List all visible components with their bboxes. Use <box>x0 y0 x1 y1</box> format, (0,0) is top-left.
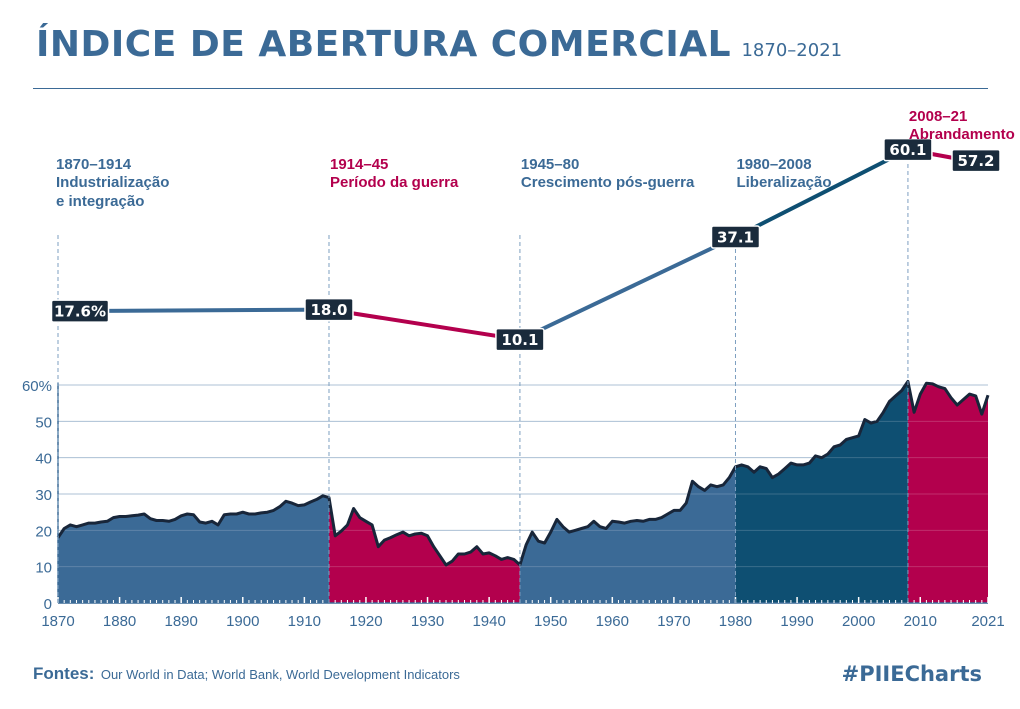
period-years: 1945–80 <box>521 156 579 173</box>
period-average-line <box>328 307 521 342</box>
x-tick-label: 1910 <box>288 613 321 630</box>
x-tick-label: 1920 <box>349 613 382 630</box>
x-tick-label: 1900 <box>226 613 259 630</box>
period-years: 1870–1914 <box>56 156 132 173</box>
area-1914–45 <box>328 497 520 603</box>
source-label: Fontes: <box>33 664 95 683</box>
y-tick-label: 20 <box>35 523 52 540</box>
value-badge-label: 60.1 <box>889 141 926 159</box>
y-tick-label: 10 <box>35 560 52 577</box>
value-badge-label: 10.1 <box>501 331 538 349</box>
period-label: Industrialização <box>56 174 169 191</box>
y-tick-label: 50 <box>35 414 52 431</box>
value-badge <box>50 299 110 323</box>
chart-title: ÍNDICE DE ABERTURA COMERCIAL <box>36 24 732 65</box>
data-line <box>56 379 990 567</box>
period-label: Período da guerra <box>330 174 459 191</box>
x-tick-label: 2021 <box>971 613 1004 630</box>
area-1945–80 <box>519 466 736 603</box>
title-row: ÍNDICE DE ABERTURA COMERCIAL 1870–2021 <box>36 24 842 65</box>
y-tick-label: 40 <box>35 451 52 468</box>
hashtag: #PIIECharts <box>841 662 982 686</box>
value-badge-label: 57.2 <box>957 152 994 170</box>
period-average-line <box>519 235 737 342</box>
period-label: Crescimento pós-guerra <box>521 174 695 191</box>
value-badge <box>951 148 1001 173</box>
value-badge-label: 37.1 <box>717 229 754 247</box>
x-tick-label: 1960 <box>596 613 629 630</box>
value-badge <box>883 137 933 162</box>
x-tick-label: 1870 <box>41 613 74 630</box>
value-badge <box>495 327 545 352</box>
y-tick-label: 30 <box>35 487 52 504</box>
x-tick-label: 1930 <box>411 613 444 630</box>
period-years: 1980–2008 <box>736 156 811 173</box>
value-badge-label: 18.0 <box>310 301 347 319</box>
x-tick-label: 1880 <box>103 613 136 630</box>
x-tick-label: 1940 <box>472 613 505 630</box>
value-badge <box>304 297 354 322</box>
x-tick-label: 1950 <box>534 613 567 630</box>
y-tick-label: 60% <box>22 378 52 395</box>
value-badge <box>710 225 761 249</box>
chart-subtitle: 1870–2021 <box>741 40 843 61</box>
x-tick-label: 1990 <box>780 613 813 630</box>
x-tick-label: 2010 <box>904 613 937 630</box>
x-tick-label: 1980 <box>719 613 752 630</box>
title-divider <box>33 88 988 89</box>
period-label: Liberalização <box>736 174 831 191</box>
period-average-line <box>734 147 909 239</box>
area-2008–21 <box>907 381 988 603</box>
x-tick-label: 2000 <box>842 613 875 630</box>
area-1870–1914 <box>58 495 329 603</box>
area-1980–2008 <box>735 381 908 603</box>
period-years: 2008–21 <box>909 108 967 125</box>
x-tick-label: 1970 <box>657 613 690 630</box>
x-tick-label: 1890 <box>164 613 197 630</box>
y-tick-label: 0 <box>44 596 52 613</box>
source-text: Our World in Data; World Bank, World Dev… <box>100 667 460 682</box>
period-label: e integração <box>56 193 144 210</box>
source-note: Fontes: Our World in Data; World Bank, W… <box>33 664 460 684</box>
period-label: Abrandamento <box>909 126 1015 143</box>
value-badge-label: 17.6% <box>54 303 106 321</box>
period-years: 1914–45 <box>330 156 388 173</box>
